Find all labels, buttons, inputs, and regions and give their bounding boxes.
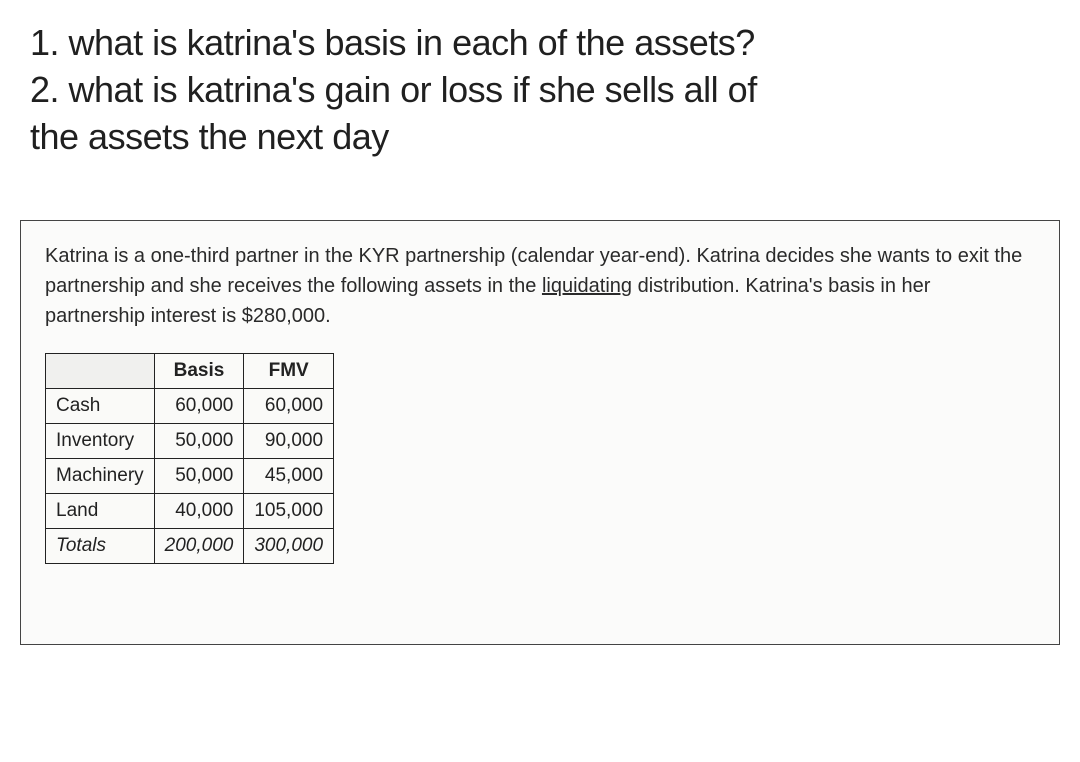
totals-basis: 200,000	[154, 529, 244, 564]
row-basis: 50,000	[154, 459, 244, 494]
row-fmv: 105,000	[244, 494, 334, 529]
row-fmv: 60,000	[244, 389, 334, 424]
row-label: Machinery	[46, 459, 155, 494]
question-2-line1: 2. what is katrina's gain or loss if she…	[30, 67, 1050, 114]
row-label: Land	[46, 494, 155, 529]
totals-label: Totals	[46, 529, 155, 564]
table-header-row: Basis FMV	[46, 354, 334, 389]
totals-fmv: 300,000	[244, 529, 334, 564]
table-header-fmv: FMV	[244, 354, 334, 389]
row-label: Cash	[46, 389, 155, 424]
scenario-box: Katrina is a one-third partner in the KY…	[20, 220, 1060, 645]
row-basis: 60,000	[154, 389, 244, 424]
table-row: Land 40,000 105,000	[46, 494, 334, 529]
row-basis: 50,000	[154, 424, 244, 459]
row-basis: 40,000	[154, 494, 244, 529]
table-totals-row: Totals 200,000 300,000	[46, 529, 334, 564]
question-2-line2: the assets the next day	[30, 114, 1050, 161]
table-header-basis: Basis	[154, 354, 244, 389]
table-row: Machinery 50,000 45,000	[46, 459, 334, 494]
table-header-blank	[46, 354, 155, 389]
row-label: Inventory	[46, 424, 155, 459]
table-row: Cash 60,000 60,000	[46, 389, 334, 424]
questions-block: 1. what is katrina's basis in each of th…	[0, 0, 1080, 190]
scenario-underline-word: liquidating	[542, 275, 632, 297]
row-fmv: 45,000	[244, 459, 334, 494]
question-1: 1. what is katrina's basis in each of th…	[30, 20, 1050, 67]
scenario-paragraph: Katrina is a one-third partner in the KY…	[45, 241, 1035, 331]
row-fmv: 90,000	[244, 424, 334, 459]
table-row: Inventory 50,000 90,000	[46, 424, 334, 459]
asset-table: Basis FMV Cash 60,000 60,000 Inventory 5…	[45, 353, 334, 564]
